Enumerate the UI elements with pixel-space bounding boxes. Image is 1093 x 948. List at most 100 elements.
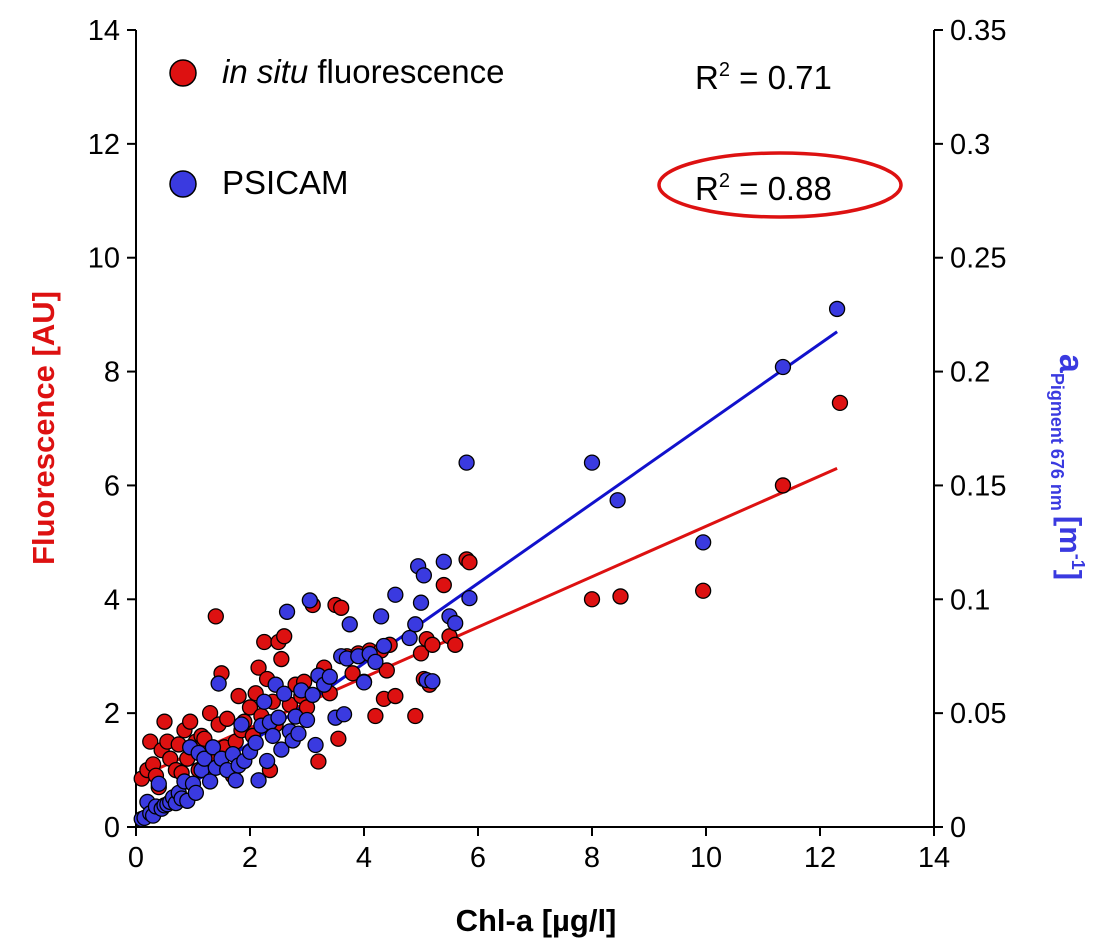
fluorescence-point: [367, 707, 384, 725]
y2-tick-label: 0.25: [950, 243, 1006, 275]
x-tick-label: 14: [918, 842, 950, 874]
x-tick-label: 12: [804, 842, 836, 874]
fluorescence-point: [219, 710, 236, 727]
psicam-point: [150, 775, 167, 792]
y-tick-label: 6: [104, 470, 120, 502]
psicam-point: [828, 300, 846, 318]
psicam-point: [341, 616, 358, 633]
x-tick-label: 2: [242, 842, 258, 874]
psicam-point: [250, 772, 267, 789]
legend-marker-fluorescence: [169, 59, 197, 87]
fluorescence-point: [412, 645, 430, 662]
fluorescence-point: [447, 636, 464, 653]
legend-label-psicam: PSICAM: [222, 164, 349, 201]
legend-label-fluorescence: in situ fluorescence: [222, 53, 505, 90]
psicam-point: [583, 454, 601, 471]
fluorescence-point: [310, 753, 327, 770]
psicam-point: [210, 675, 227, 692]
y-tick-label: 8: [104, 357, 120, 389]
y-axis-title: Fluorescence [AU]: [26, 291, 61, 565]
psicam-point: [447, 615, 464, 632]
y2-tick-label: 0.3: [950, 129, 990, 161]
fluorescence-point: [387, 687, 404, 705]
fluorescence-point: [831, 394, 849, 412]
y2-tick-label: 0: [950, 812, 966, 844]
psicam-point: [424, 673, 441, 690]
psicam-point: [375, 637, 393, 655]
psicam-point: [355, 674, 373, 691]
y-tick-label: 0: [104, 812, 120, 844]
psicam-point: [301, 592, 319, 609]
fluorescence-point: [583, 591, 601, 608]
fluorescence-point: [230, 687, 247, 705]
x-tick-label: 4: [356, 842, 372, 874]
y2-tick-label: 0.05: [950, 698, 1006, 730]
psicam-point: [187, 784, 205, 801]
fluorescence-point: [695, 582, 712, 599]
psicam-point: [335, 706, 353, 723]
fluorescence-point: [256, 633, 273, 651]
y2-axis-title: aPigment 676 nm [m-1]: [1047, 354, 1090, 580]
fluorescence-point: [435, 576, 452, 594]
x-axis-title: Chl-a [µg/l]: [456, 903, 617, 938]
psicam-point: [233, 716, 250, 733]
psicam-point: [201, 773, 219, 790]
y2-tick-label: 0.2: [950, 357, 990, 389]
psicam-point: [372, 608, 390, 625]
psicam-point: [774, 358, 792, 376]
r2-psicam: R2 = 0.88: [695, 170, 832, 207]
fluorescence-point: [201, 704, 219, 722]
psicam-point: [695, 534, 712, 551]
fluorescence-point: [774, 477, 792, 494]
fluorescence-point: [424, 636, 441, 653]
psicam-point: [276, 685, 293, 702]
fluorescence-point: [241, 699, 259, 716]
y-tick-label: 12: [88, 129, 120, 161]
fluorescence-point: [344, 665, 361, 682]
psicam-point: [412, 594, 430, 611]
fluorescence-point: [333, 599, 350, 616]
x-tick-label: 10: [690, 842, 722, 874]
psicam-point: [290, 725, 307, 742]
fluorescence-point: [461, 554, 478, 571]
fluorescence-point: [407, 707, 424, 725]
r2-fluorescence: R2 = 0.71: [695, 59, 832, 96]
psicam-point: [401, 629, 418, 647]
x-tick-label: 0: [128, 842, 144, 874]
psicam-point: [387, 586, 404, 603]
psicam-point: [256, 693, 273, 710]
psicam-point: [196, 750, 213, 767]
fluorescence-point: [273, 650, 290, 668]
psicam-point: [304, 686, 321, 704]
fluorescence-point: [250, 659, 267, 676]
fluorescence-point: [181, 713, 199, 730]
psicam-point: [227, 772, 244, 789]
psicam-point: [278, 603, 296, 620]
fluorescence-point: [378, 662, 395, 679]
fluorescence-point: [276, 628, 293, 645]
fluorescence-point: [330, 730, 347, 747]
y-tick-label: 4: [104, 584, 120, 616]
psicam-points: [133, 300, 846, 828]
fluorescence-point: [207, 608, 224, 625]
x-tick-label: 6: [470, 842, 486, 874]
psicam-point: [258, 752, 276, 770]
legend-marker-psicam: [169, 170, 197, 198]
x-tick-label: 8: [584, 842, 600, 874]
psicam-point: [270, 709, 287, 726]
y-tick-label: 10: [88, 243, 120, 275]
fluorescence-points: [133, 394, 849, 796]
fluorescence-point: [156, 713, 173, 730]
psicam-point: [458, 454, 475, 471]
legend: in situ fluorescence PSICAM: [169, 53, 505, 201]
psicam-point: [307, 736, 324, 754]
y2-tick-label: 0.1: [950, 584, 990, 616]
psicam-point: [609, 492, 626, 509]
psicam-point: [367, 653, 384, 671]
psicam-point: [321, 668, 338, 685]
fluorescence-point: [142, 733, 159, 750]
psicam-point: [298, 711, 316, 729]
y2-tick-label: 0.35: [950, 15, 1006, 47]
psicam-point: [435, 553, 452, 570]
